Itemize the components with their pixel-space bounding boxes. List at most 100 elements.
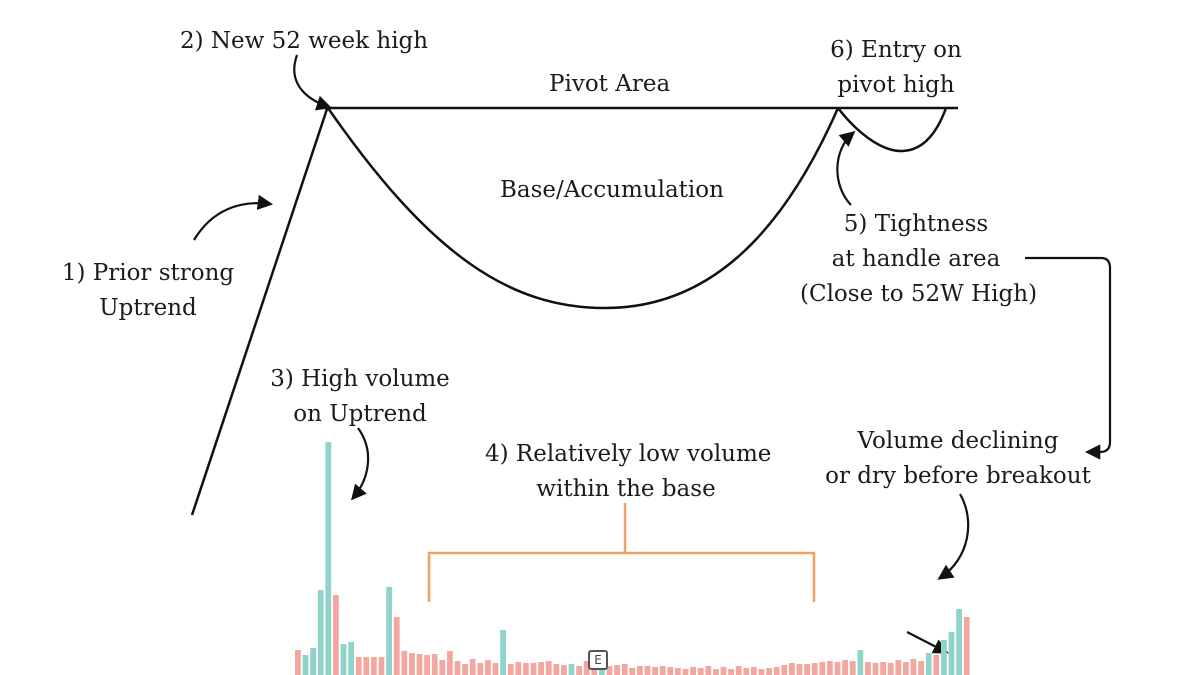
label-volume-declining: Volume declining or dry before breakout [825, 428, 1091, 489]
volume-bar [424, 655, 430, 675]
volume-bar [507, 664, 514, 675]
arrow-breakout-volume [906, 631, 949, 654]
volume-bar [477, 663, 484, 675]
volume-bar [340, 644, 347, 675]
volume-bar [454, 661, 461, 675]
arrow-high-volume [351, 427, 370, 501]
volume-bar [811, 663, 818, 675]
volume-bar [887, 663, 894, 675]
volume-bar [682, 669, 689, 675]
volume-bar [371, 657, 377, 675]
volume-bar [500, 630, 506, 675]
volume-bar [538, 662, 544, 675]
volume-bar [720, 667, 727, 675]
volume-bar [659, 666, 666, 675]
volume-bar [637, 666, 643, 675]
low-volume-bracket [427, 503, 816, 602]
label-prior-strong-uptrend: 1) Prior strong Uptrend [61, 260, 235, 321]
earnings-marker-icon: E [588, 650, 608, 670]
volume-bar [758, 669, 765, 675]
volume-bar [447, 651, 453, 675]
volume-bar [462, 664, 468, 675]
volume-bar [317, 590, 324, 675]
volume-bar [842, 660, 848, 675]
volume-bar [728, 669, 734, 675]
connector-tightness-to-volume [1025, 256, 1112, 460]
volume-bar [789, 663, 795, 675]
volume-bar [409, 653, 415, 675]
volume-bar [751, 667, 757, 675]
volume-bar [439, 660, 446, 675]
volume-bar [895, 660, 902, 675]
volume-bar [918, 661, 924, 675]
volume-bar [925, 653, 932, 675]
volume-bar [697, 668, 704, 675]
volume-bar [545, 661, 552, 675]
volume-bar [606, 666, 613, 675]
volume-bar [849, 661, 856, 675]
volume-bar [614, 665, 620, 675]
volume-bar [644, 666, 651, 675]
volume-bar [865, 662, 871, 675]
volume-bar [348, 642, 354, 675]
volume-bar [735, 666, 742, 675]
volume-bar [485, 660, 491, 675]
label-tightness: 5) Tightness at handle area (Close to 52… [800, 211, 1038, 307]
prior-uptrend-line [190, 105, 330, 516]
volume-bar [568, 664, 575, 675]
volume-bar [933, 655, 940, 675]
volume-bar [583, 661, 590, 675]
volume-bar [766, 668, 772, 675]
volume-bar [401, 651, 408, 675]
arrow-new-high [293, 54, 332, 111]
volume-bar [956, 609, 962, 675]
volume-bar [492, 663, 499, 675]
volume-bar [561, 665, 567, 675]
volume-bar [796, 664, 803, 675]
volume-bar [333, 595, 339, 675]
volume-bar [675, 668, 681, 675]
handle-curve [837, 107, 948, 153]
volume-bar [819, 662, 826, 675]
volume-bar [386, 587, 392, 675]
volume-bar [857, 650, 864, 675]
volume-bar [910, 659, 917, 675]
volume-bar [652, 667, 658, 675]
volume-bar [363, 657, 370, 675]
volume-bar [469, 659, 476, 675]
arrow-volume-declining [937, 493, 970, 580]
volume-bar [378, 657, 385, 675]
volume-bar [431, 654, 438, 675]
label-high-volume: 3) High volume on Uptrend [270, 366, 450, 427]
volume-bar [302, 655, 309, 675]
volume-bar [963, 617, 970, 675]
volume-bar [880, 662, 886, 675]
volume-bar [325, 442, 332, 675]
volume-bar [355, 657, 362, 675]
volume-bar [416, 654, 423, 675]
label-base-accumulation: Base/Accumulation [500, 177, 724, 203]
label-pivot-area: Pivot Area [549, 71, 671, 97]
volume-bar [530, 663, 537, 675]
volume-bar [941, 640, 947, 675]
volume-bars [295, 442, 970, 675]
volume-bar [948, 632, 955, 675]
volume-bar [872, 663, 879, 675]
volume-bar [629, 668, 636, 675]
volume-bar [781, 665, 788, 675]
label-new-52-week-high: 2) New 52 week high [180, 28, 429, 54]
volume-bar [834, 662, 841, 675]
volume-bar [705, 666, 712, 675]
label-low-volume: 4) Relatively low volume within the base [485, 441, 772, 502]
volume-bar [515, 662, 522, 675]
label-entry-on-pivot-high: 6) Entry on pivot high [830, 37, 962, 98]
volume-bar [576, 666, 582, 675]
volume-bar [773, 667, 780, 675]
volume-bar [713, 669, 719, 675]
cup-curve [326, 107, 840, 310]
volume-bar [903, 662, 909, 675]
volume-bar [621, 664, 628, 675]
volume-bar [804, 664, 810, 675]
volume-bar [690, 667, 696, 675]
volume-bar [523, 663, 529, 675]
